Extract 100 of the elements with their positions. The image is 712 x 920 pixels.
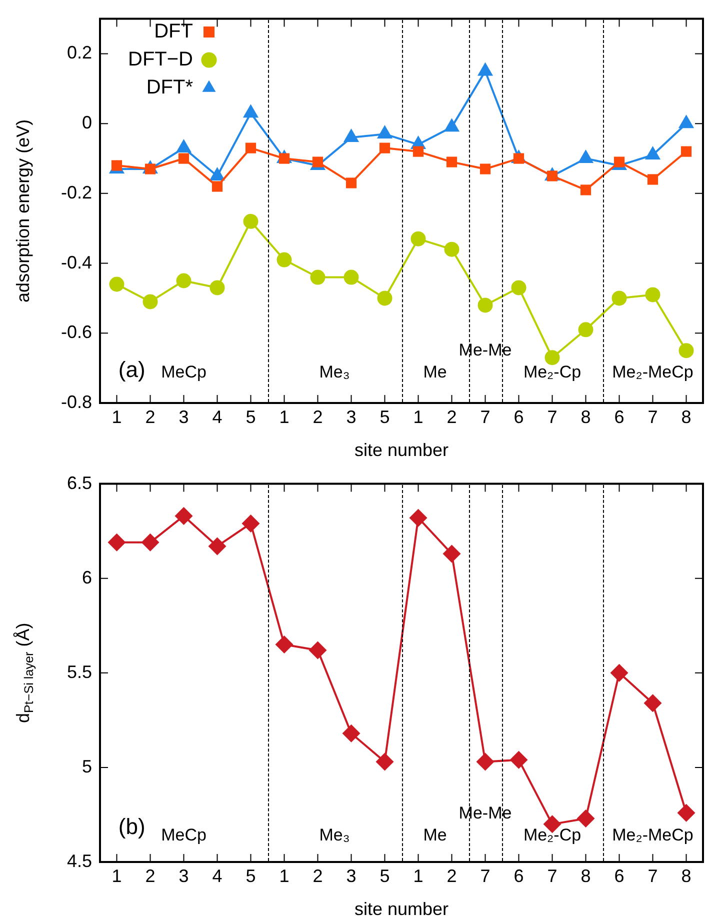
x-tick-label: 6 xyxy=(514,866,524,886)
x-tick-label: 3 xyxy=(178,866,189,886)
x-tick-label: 8 xyxy=(681,406,692,427)
point xyxy=(141,533,160,552)
point xyxy=(612,290,627,306)
point xyxy=(410,231,426,246)
point xyxy=(678,343,694,358)
x-tick-label: 2 xyxy=(145,406,156,427)
legend-label: DFT* xyxy=(146,76,194,99)
x-tick-label: 7 xyxy=(547,406,558,427)
point xyxy=(480,164,491,174)
x-tick-label: 5 xyxy=(246,406,256,427)
x-tick-label: 2 xyxy=(312,406,323,427)
x-tick-label: 8 xyxy=(580,866,591,886)
x-tick-label: 5 xyxy=(380,406,390,427)
point xyxy=(610,664,628,682)
point xyxy=(678,114,694,128)
point xyxy=(108,533,126,552)
annotation: (b) xyxy=(118,814,146,840)
point xyxy=(647,174,658,185)
point xyxy=(276,252,292,268)
x-tick-label: 4 xyxy=(212,866,222,886)
point xyxy=(513,153,524,164)
annotation: Me₃ xyxy=(319,826,350,845)
x-tick-label: 4 xyxy=(212,406,222,427)
point xyxy=(342,724,360,742)
annotation: Me-Me xyxy=(458,340,512,360)
point xyxy=(644,694,662,712)
x-tick-label: 1 xyxy=(279,406,290,427)
point xyxy=(275,636,294,654)
point xyxy=(511,280,526,296)
x-tick-label: 1 xyxy=(413,866,424,886)
x-tick-label: 8 xyxy=(580,406,591,427)
point xyxy=(510,750,528,769)
point xyxy=(444,242,460,257)
y-tick-label: 6.5 xyxy=(66,472,92,493)
point xyxy=(442,544,461,563)
point xyxy=(176,273,192,288)
point xyxy=(142,294,158,310)
x-tick-label: 3 xyxy=(346,406,356,427)
point xyxy=(409,508,428,527)
x-axis-title: site number xyxy=(354,440,449,460)
point xyxy=(245,142,256,154)
x-tick-label: 6 xyxy=(614,866,624,886)
annotation: Me₂-MeCp xyxy=(612,826,694,845)
y-tick-label: 6 xyxy=(82,567,92,588)
point xyxy=(677,804,696,822)
annotation: Me₂-MeCp xyxy=(612,362,694,382)
legend-label: DFT xyxy=(154,20,193,43)
y-tick-label: -0.4 xyxy=(60,252,92,272)
point xyxy=(109,276,124,292)
annotation: Me₃ xyxy=(319,362,350,382)
y-tick-label: 5.5 xyxy=(66,662,92,682)
y-tick-label: 0.2 xyxy=(66,42,92,63)
point xyxy=(346,178,357,188)
point xyxy=(580,184,592,196)
annotation: Me₂-Cp xyxy=(523,826,582,845)
point xyxy=(412,146,424,157)
point xyxy=(645,287,660,302)
point xyxy=(208,537,226,556)
point xyxy=(644,146,661,160)
x-tick-label: 7 xyxy=(547,866,558,886)
annotation: (a) xyxy=(118,357,146,382)
x-tick-label: 5 xyxy=(380,866,390,886)
x-tick-label: 3 xyxy=(178,406,189,427)
x-tick-label: 6 xyxy=(514,406,524,427)
x-tick-label: 1 xyxy=(112,406,122,427)
point xyxy=(377,290,392,306)
annotation: Me xyxy=(423,362,447,382)
point xyxy=(178,153,190,164)
x-tick-label: 1 xyxy=(413,406,424,427)
y-tick-label: -0.8 xyxy=(60,392,92,412)
point xyxy=(376,752,394,771)
point xyxy=(376,125,393,139)
x-tick-label: 2 xyxy=(312,866,323,886)
point xyxy=(680,146,692,157)
point xyxy=(477,62,494,76)
point xyxy=(343,128,360,142)
point xyxy=(576,810,595,828)
x-tick-label: 1 xyxy=(279,866,290,886)
point xyxy=(176,139,192,153)
x-tick-label: 7 xyxy=(648,406,658,427)
x-tick-label: 5 xyxy=(246,866,256,886)
x-tick-label: 2 xyxy=(145,866,156,886)
point xyxy=(243,214,258,229)
point xyxy=(242,104,259,118)
point xyxy=(444,118,460,132)
point xyxy=(242,514,260,533)
point xyxy=(578,150,594,164)
x-tick-label: 6 xyxy=(614,406,624,427)
x-tick-label: 2 xyxy=(446,406,457,427)
point xyxy=(308,641,327,660)
x-tick-label: 2 xyxy=(446,866,457,886)
point xyxy=(478,298,493,313)
point xyxy=(544,350,560,366)
legend-label: DFT−D xyxy=(128,48,193,71)
y-tick-label: 5 xyxy=(82,756,92,776)
y-axis-title: adsorption energy (eV) xyxy=(12,119,33,302)
y-tick-label: -0.2 xyxy=(60,182,92,202)
point xyxy=(344,270,359,285)
